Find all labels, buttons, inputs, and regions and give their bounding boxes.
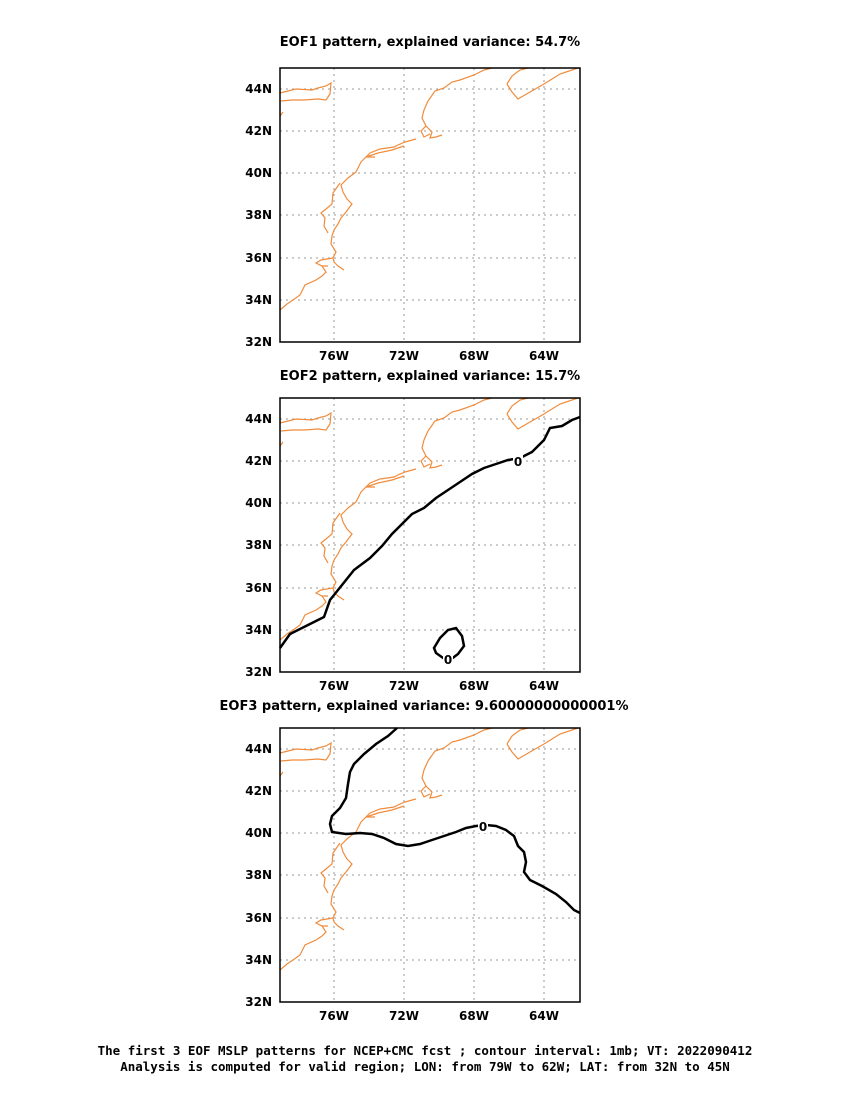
plot-frame	[279, 67, 581, 343]
lon-tick-label: 76W	[319, 679, 349, 693]
lat-tick-label: 36N	[245, 581, 272, 595]
contour-label: 0	[514, 455, 522, 469]
panel-title: EOF1 pattern, explained variance: 54.7%	[280, 35, 580, 50]
lat-tick-label: 44N	[245, 82, 272, 96]
lon-tick-label: 64W	[529, 349, 559, 363]
lon-tick-label: 68W	[459, 349, 489, 363]
lat-tick-label: 40N	[245, 826, 272, 840]
lat-tick-label: 32N	[245, 335, 272, 349]
contour-label-bg	[443, 652, 453, 666]
lon-tick-label: 76W	[319, 349, 349, 363]
lat-ticks: 44N 42N 40N 38N 36N 34N 32N	[245, 742, 272, 1009]
lon-tick-label: 76W	[319, 1009, 349, 1023]
gridlines	[280, 398, 580, 672]
lon-tick-label: 72W	[389, 349, 419, 363]
lat-tick-label: 42N	[245, 454, 272, 468]
gridlines	[280, 68, 580, 342]
lat-tick-label: 40N	[245, 496, 272, 510]
contour-label: 0	[444, 653, 452, 667]
panel-eof2: EOF2 pattern, explained variance: 15.7%	[245, 369, 581, 693]
contour-label-bg	[513, 454, 523, 468]
lat-tick-label: 36N	[245, 911, 272, 925]
panel-eof1: EOF1 pattern, explained variance: 54.7%	[245, 35, 581, 363]
lat-tick-label: 34N	[245, 623, 272, 637]
panel-title: EOF3 pattern, explained variance: 9.6000…	[220, 699, 629, 714]
plot-frame	[279, 727, 581, 1003]
lat-tick-label: 32N	[245, 995, 272, 1009]
panel-eof3: EOF3 pattern, explained variance: 9.6000…	[220, 699, 629, 1023]
contour-lines	[328, 727, 581, 915]
lat-tick-label: 42N	[245, 784, 272, 798]
lon-tick-label: 68W	[459, 679, 489, 693]
coastline	[279, 727, 579, 971]
lon-tick-label: 72W	[389, 679, 419, 693]
lat-tick-label: 40N	[245, 166, 272, 180]
lat-tick-label: 38N	[245, 208, 272, 222]
caption-line-2: Analysis is computed for valid region; L…	[120, 1059, 730, 1074]
lat-tick-label: 34N	[245, 953, 272, 967]
lat-tick-label: 38N	[245, 868, 272, 882]
lat-ticks: 44N 42N 40N 38N 36N 34N 32N	[245, 82, 272, 349]
coastline	[279, 67, 579, 311]
lon-ticks: 76W 72W 68W 64W	[319, 679, 559, 693]
contour-labels: 0 0	[443, 454, 523, 667]
contour-label: 0	[479, 820, 487, 834]
caption-line-1: The first 3 EOF MSLP patterns for NCEP+C…	[97, 1043, 753, 1058]
panel-title: EOF2 pattern, explained variance: 15.7%	[280, 369, 580, 384]
lon-tick-label: 68W	[459, 1009, 489, 1023]
lat-tick-label: 44N	[245, 412, 272, 426]
lat-tick-label: 36N	[245, 251, 272, 265]
contour-label-bg	[478, 819, 488, 833]
lon-tick-label: 64W	[529, 1009, 559, 1023]
lat-tick-label: 34N	[245, 293, 272, 307]
coastline	[279, 397, 579, 641]
lon-ticks: 76W 72W 68W 64W	[319, 349, 559, 363]
lat-ticks: 44N 42N 40N 38N 36N 34N 32N	[245, 412, 272, 679]
lon-tick-label: 72W	[389, 1009, 419, 1023]
lon-tick-label: 64W	[529, 679, 559, 693]
lat-tick-label: 42N	[245, 124, 272, 138]
gridlines	[280, 728, 580, 1002]
lat-tick-label: 38N	[245, 538, 272, 552]
lat-tick-label: 44N	[245, 742, 272, 756]
contour-labels: 0	[478, 819, 488, 834]
lon-ticks: 76W 72W 68W 64W	[319, 1009, 559, 1023]
lat-tick-label: 32N	[245, 665, 272, 679]
contour-lines	[278, 415, 581, 662]
plot-frame	[279, 397, 581, 673]
